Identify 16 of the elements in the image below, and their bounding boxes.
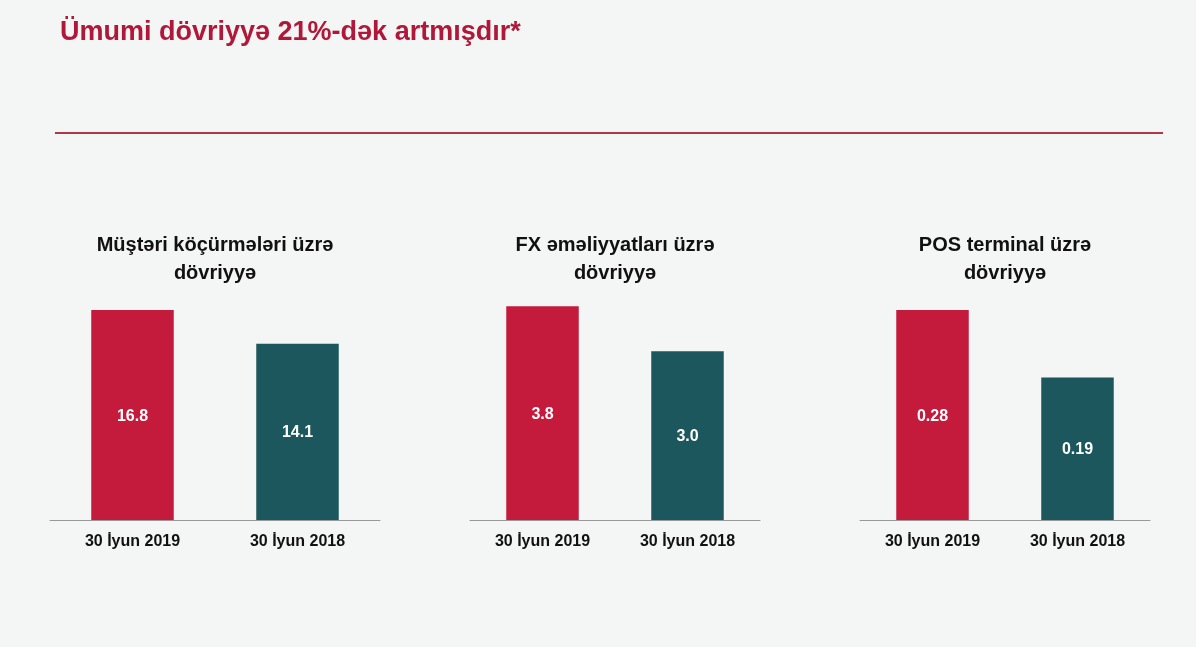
data-label: 3.8 [531,404,554,422]
x-tick-label: 30 İyun 2018 [639,531,736,549]
x-tick-label: 30 İyun 2019 [884,531,981,549]
x-tick-label: 30 İyun 2018 [249,531,346,549]
data-label: 14.1 [281,423,314,441]
data-label: 16.8 [116,406,149,424]
chart-title: FX əməliyyatları üzrə dövriyyə [515,233,715,283]
chart-title: POS terminal üzrə dövriyyə [918,233,1092,283]
x-tick-label: 30 İyun 2019 [84,531,181,549]
data-label: 0.28 [916,406,949,424]
data-label: 3.0 [676,427,699,445]
text: Ümumi dövriyyə 21%-dək artmışdır* [60,15,522,46]
data-label: 0.19 [1061,440,1094,458]
x-tick-label: 30 İyun 2018 [1029,531,1126,549]
x-tick-label: 30 İyun 2019 [494,531,591,549]
chart-title: Müştəri köçürmələri üzrə dövriyyə [96,233,334,283]
